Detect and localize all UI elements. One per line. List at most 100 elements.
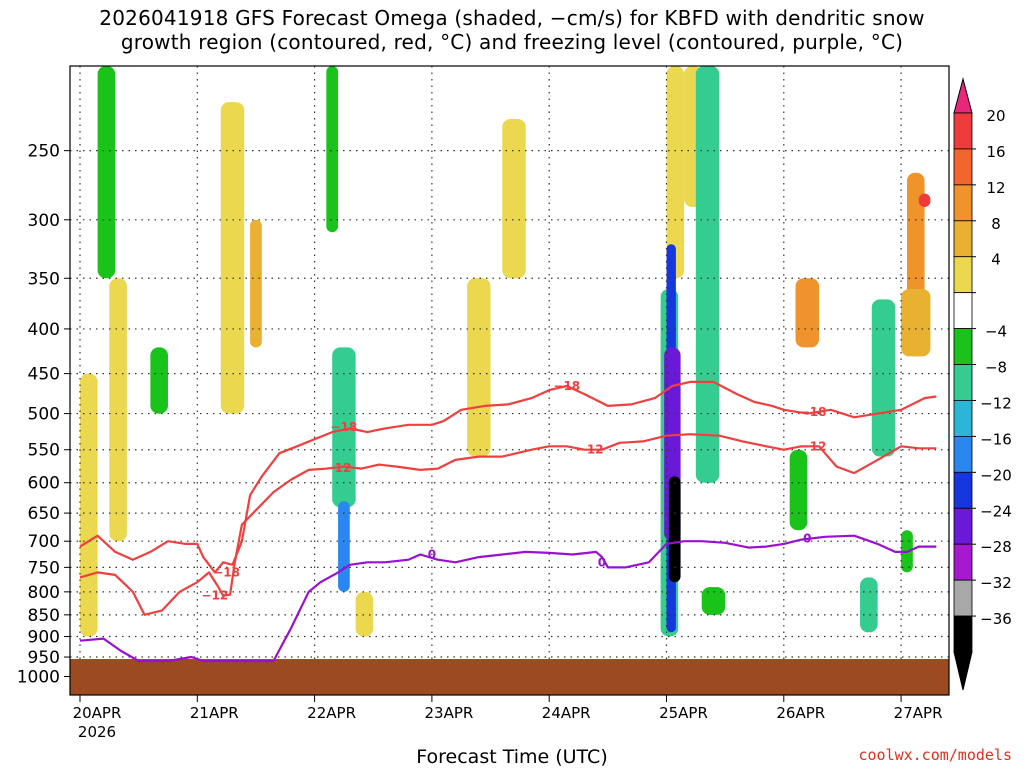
y-tick-label: 350 <box>28 269 60 289</box>
y-tick-label: 550 <box>28 441 60 461</box>
x-tick-label: 26APR <box>776 704 825 722</box>
omega-region <box>250 219 262 348</box>
omega-region <box>666 66 685 279</box>
y-tick-label: 750 <box>28 558 60 578</box>
x-tick-label: 27APR <box>894 704 943 722</box>
colorbar-label: −20 <box>980 466 1012 484</box>
x-axis-ticks: 20APR 21APR 22APR 23APR 24APR 25APR 26APR 27APR… <box>73 695 943 741</box>
y-tick-label: 400 <box>28 320 60 340</box>
contour-label: −18 <box>553 379 580 393</box>
contour-label: 0 <box>428 548 436 562</box>
x-tick-year: 2026 <box>78 723 116 741</box>
colorbar-swatch <box>953 543 973 581</box>
x-tick-label: 23APR <box>424 704 473 722</box>
y-tick-label: 500 <box>28 405 60 425</box>
omega-region <box>901 288 931 357</box>
omega-region <box>795 278 819 348</box>
x-tick-label: 21APR <box>190 704 239 722</box>
colorbar-label: 16 <box>986 143 1005 161</box>
gridlines <box>70 66 949 695</box>
colorbar-swatch <box>953 615 973 653</box>
contour-label: 0 <box>598 555 606 569</box>
colorbar-swatch <box>953 184 973 222</box>
contour-label: −12 <box>202 589 229 603</box>
colorbar-over-arrow <box>953 77 973 114</box>
y-tick-label: 650 <box>28 504 60 524</box>
contour-line <box>79 380 937 574</box>
colorbar-swatch <box>953 364 973 401</box>
colorbar-label: −4 <box>985 323 1007 341</box>
omega-region <box>906 172 925 300</box>
omega-region <box>326 66 339 233</box>
contour-labels: −18 −12 −18 −12 −18 −12 −18 −12 0 0 0 <box>202 379 827 603</box>
omega-region <box>80 373 98 637</box>
colorbar-swatch <box>953 471 973 509</box>
y-axis-ticks: 2503003504004505005506006507007508008509… <box>17 142 70 687</box>
title-line-1: 2026041918 GFS Forecast Omega (shaded, −… <box>99 6 925 30</box>
y-tick-label: 700 <box>28 532 60 552</box>
colorbar-label: −8 <box>985 359 1007 377</box>
colorbar-label: −32 <box>980 574 1012 592</box>
y-tick-label: 950 <box>28 648 60 668</box>
colorbar-label: 4 <box>991 251 1001 269</box>
omega-region <box>860 577 878 633</box>
chart-title: 2026041918 GFS Forecast Omega (shaded, −… <box>0 6 1024 54</box>
y-tick-label: 250 <box>28 142 60 162</box>
colorbar-label: 8 <box>991 215 1001 233</box>
x-tick-label: 24APR <box>542 704 591 722</box>
omega-region <box>97 66 116 279</box>
colorbar-label: 12 <box>986 179 1005 197</box>
omega-region <box>338 501 350 592</box>
colorbar-label: −28 <box>980 538 1012 556</box>
ground-terrain <box>70 659 949 695</box>
contour-label: −12 <box>577 443 604 457</box>
plot-frame <box>69 65 950 696</box>
colorbar-swatch <box>953 435 973 473</box>
temperature-contours <box>79 380 937 663</box>
colorbar-swatch <box>953 256 973 294</box>
colorbar-label: −36 <box>980 610 1012 628</box>
omega-region <box>109 278 127 542</box>
omega-shading <box>80 66 931 637</box>
x-axis-label: Forecast Time (UTC) <box>416 746 608 768</box>
x-tick-label: 22APR <box>307 704 356 722</box>
y-tick-label: 1000 <box>17 667 60 687</box>
omega-region <box>668 476 681 583</box>
omega-region <box>220 102 245 414</box>
colorbar-swatch <box>953 507 973 545</box>
omega-region <box>918 193 931 207</box>
colorbar: 20 16 12 8 4 −4 −8 −12 −16 −20 −24 −28 −32 −36 <box>953 77 1012 691</box>
colorbar-swatch <box>953 400 973 437</box>
contour-label: 0 <box>803 531 811 545</box>
contour-label: −18 <box>800 405 827 419</box>
colorbar-label: −16 <box>980 430 1012 448</box>
colorbar-swatch <box>953 579 973 617</box>
colorbar-swatch <box>953 292 973 329</box>
y-tick-label: 800 <box>28 583 60 603</box>
colorbar-swatch <box>953 148 973 186</box>
credit-text: coolwx.com/models <box>858 746 1012 764</box>
contour-line <box>79 433 937 616</box>
colorbar-under-arrow <box>953 651 973 691</box>
y-tick-label: 900 <box>28 628 60 648</box>
colorbar-label: 20 <box>986 107 1005 125</box>
x-tick-label: 20APR <box>73 704 122 722</box>
colorbar-swatch <box>953 112 973 150</box>
omega-region <box>502 119 526 279</box>
colorbar-swatch <box>953 220 973 258</box>
omega-region <box>701 587 726 615</box>
y-tick-label: 850 <box>28 606 60 626</box>
y-tick-label: 450 <box>28 365 60 385</box>
colorbar-label: −12 <box>980 394 1012 412</box>
omega-region <box>467 278 491 457</box>
omega-region <box>695 66 720 483</box>
colorbar-swatch <box>953 328 973 365</box>
contour-label: −18 <box>331 420 358 434</box>
title-line-2: growth region (contoured, red, °C) and f… <box>120 30 904 54</box>
omega-region <box>789 449 808 531</box>
omega-region <box>150 347 168 414</box>
contour-line <box>79 534 937 663</box>
y-tick-label: 600 <box>28 474 60 494</box>
x-tick-label: 25APR <box>659 704 708 722</box>
